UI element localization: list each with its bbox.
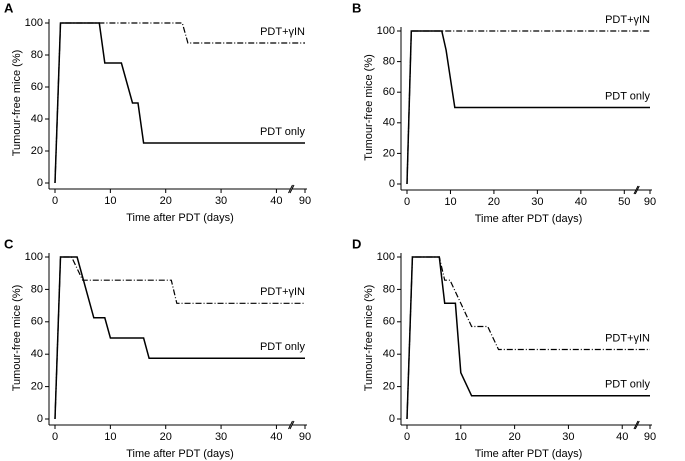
y-tick-label: 40: [31, 348, 43, 360]
axis-break: [633, 185, 639, 195]
y-tick-label: 20: [383, 381, 395, 393]
x-tick-label: 40: [270, 431, 282, 443]
x-tick-label: 30: [215, 195, 227, 207]
x-tick-label: 20: [508, 431, 520, 443]
y-tick-label: 20: [31, 381, 43, 393]
series-line: [406, 30, 650, 185]
x-tick-label: 20: [488, 196, 500, 208]
x-tick-label: 20: [160, 431, 172, 443]
y-tick-label: 80: [383, 56, 395, 68]
axis-break: [633, 420, 639, 430]
y-tick-label: 60: [383, 86, 395, 98]
y-tick-label: 40: [383, 348, 395, 360]
y-tick-label: 60: [383, 316, 395, 328]
series-line: [406, 256, 650, 420]
series-label: PDT only: [605, 379, 651, 391]
x-tick-label: 40: [270, 195, 282, 207]
x-axis-title: Time after PDT (days): [126, 448, 234, 460]
x-tick-label: 0: [404, 196, 410, 208]
x-tick-label: 40: [575, 196, 587, 208]
series-label: PDT+γIN: [605, 332, 650, 344]
x-tick-label: 30: [562, 431, 574, 443]
y-tick-label: 0: [389, 413, 395, 425]
x-tick-label: 10: [104, 195, 116, 207]
y-axis-title: Tumour-free mice (%): [363, 54, 375, 161]
y-tick-label: 60: [31, 316, 43, 328]
y-tick-label: 20: [31, 145, 43, 157]
y-tick-label: 100: [377, 25, 395, 37]
series-label: PDT only: [605, 90, 651, 102]
x-tick-label: 90: [299, 195, 311, 207]
series-line: [54, 256, 305, 420]
x-tick-label: 90: [644, 196, 656, 208]
series-label: PDT+γIN: [260, 26, 305, 38]
y-tick-label: 40: [31, 113, 43, 125]
series-label: PDT only: [260, 341, 306, 353]
x-tick-label: 20: [160, 195, 172, 207]
axis-break: [634, 420, 640, 430]
y-tick-label: 80: [31, 283, 43, 295]
x-tick-label: 30: [531, 196, 543, 208]
series-label: PDT+γIN: [605, 14, 650, 26]
series-label: PDT only: [260, 126, 306, 138]
y-tick-label: 40: [383, 117, 395, 129]
panel-label: D: [352, 236, 361, 251]
y-tick-label: 80: [31, 49, 43, 61]
series-line: [54, 256, 305, 420]
axis-break: [288, 420, 293, 430]
x-tick-label: 10: [104, 431, 116, 443]
x-tick-label: 10: [444, 196, 456, 208]
axis-break: [289, 184, 295, 194]
x-tick-label: 0: [52, 431, 58, 443]
x-tick-label: 50: [618, 196, 630, 208]
panel-label: C: [4, 236, 14, 251]
x-tick-label: 0: [52, 195, 58, 207]
y-tick-label: 20: [383, 147, 395, 159]
y-tick-label: 0: [37, 413, 43, 425]
y-tick-label: 100: [377, 251, 395, 263]
x-tick-label: 10: [455, 431, 467, 443]
y-tick-label: 0: [37, 177, 43, 189]
y-tick-label: 0: [389, 178, 395, 190]
axis-break: [289, 420, 295, 430]
axis-break: [288, 184, 293, 194]
y-axis-title: Tumour-free mice (%): [11, 285, 23, 392]
y-tick-label: 60: [31, 81, 43, 93]
series-line: [54, 22, 305, 184]
axis-break: [634, 185, 640, 195]
series-line: [406, 30, 650, 185]
y-tick-label: 80: [383, 283, 395, 295]
y-tick-label: 100: [25, 251, 43, 263]
y-axis-title: Tumour-free mice (%): [11, 50, 23, 157]
x-tick-label: 0: [404, 431, 410, 443]
x-tick-label: 90: [644, 431, 656, 443]
y-tick-label: 100: [25, 17, 43, 29]
x-tick-label: 40: [616, 431, 628, 443]
x-axis-title: Time after PDT (days): [475, 213, 583, 225]
x-axis-title: Time after PDT (days): [475, 448, 583, 460]
x-tick-label: 30: [215, 431, 227, 443]
series-label: PDT+γIN: [260, 286, 305, 298]
panel-label: A: [4, 0, 14, 15]
series-line: [54, 22, 305, 184]
x-tick-label: 90: [299, 431, 311, 443]
x-axis-title: Time after PDT (days): [126, 212, 234, 224]
y-axis-title: Tumour-free mice (%): [363, 285, 375, 392]
panel-label: B: [352, 0, 361, 15]
